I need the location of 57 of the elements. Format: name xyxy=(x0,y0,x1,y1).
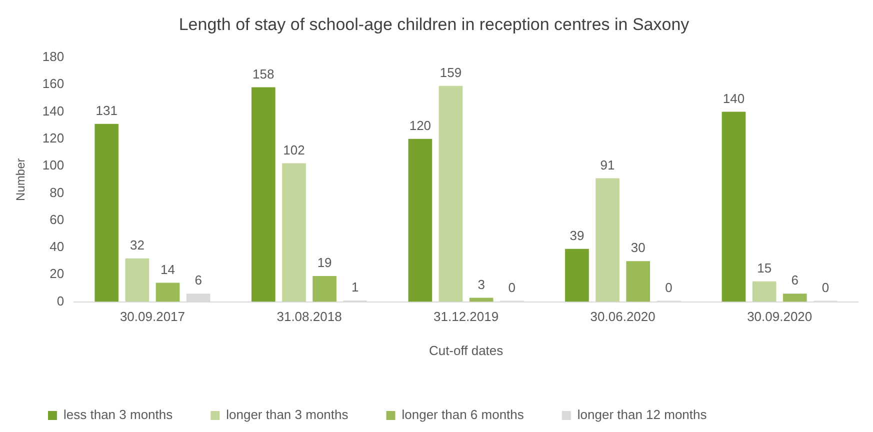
y-tick-label: 160 xyxy=(42,76,64,92)
data-label: 39 xyxy=(570,228,584,243)
data-label: 14 xyxy=(160,262,175,277)
legend-label: longer than 3 months xyxy=(226,407,349,422)
bar xyxy=(752,281,776,302)
y-tick-label: 0 xyxy=(56,293,64,308)
y-tick-label: 100 xyxy=(42,158,64,173)
x-tick-label: 30.06.2020 xyxy=(590,309,656,324)
data-label: 15 xyxy=(757,260,772,276)
y-tick-label: 180 xyxy=(42,48,64,64)
x-tick-label: 30.09.2020 xyxy=(747,309,812,324)
bar xyxy=(312,276,336,302)
bar xyxy=(469,298,494,302)
x-tick-label: 31.08.2018 xyxy=(276,309,342,324)
chart-title: Length of stay of school-age children in reception centres in Saxony xyxy=(178,14,690,34)
y-tick-label: 80 xyxy=(50,184,64,200)
data-label: 0 xyxy=(822,280,830,295)
y-tick-label: 20 xyxy=(50,266,64,282)
y-tick-label: 120 xyxy=(42,130,64,146)
bar xyxy=(722,112,746,302)
y-tick-label: 140 xyxy=(42,103,64,118)
bar xyxy=(782,294,807,302)
data-label: 159 xyxy=(440,64,462,80)
data-label: 140 xyxy=(722,90,745,106)
legend-label: longer than 6 months xyxy=(402,407,524,422)
data-label: 19 xyxy=(317,255,332,270)
bar xyxy=(596,178,620,302)
y-axis-title: Number xyxy=(14,158,28,201)
data-label: 32 xyxy=(130,237,144,252)
data-label: 30 xyxy=(630,240,646,256)
data-label: 1 xyxy=(352,280,359,295)
data-label: 0 xyxy=(665,280,672,295)
x-tick-label: 30.09.2017 xyxy=(120,309,186,324)
bar xyxy=(565,248,589,302)
data-label: 3 xyxy=(478,276,485,292)
x-axis-title: Cut-off dates xyxy=(428,342,504,358)
bar xyxy=(94,124,119,302)
y-tick-label: 60 xyxy=(50,212,64,227)
bar xyxy=(156,282,180,302)
data-label: 158 xyxy=(252,66,274,82)
bar xyxy=(626,261,650,302)
y-tick-label: 40 xyxy=(50,239,64,254)
bar xyxy=(125,258,150,302)
legend-label: less than 3 months xyxy=(64,407,174,422)
data-label: 131 xyxy=(96,103,118,118)
data-label: 102 xyxy=(283,142,305,158)
data-label: 6 xyxy=(791,272,799,288)
legend-label: longer than 12 months xyxy=(577,407,708,422)
x-tick-label: 31.12.2019 xyxy=(434,309,499,324)
bar xyxy=(438,86,463,302)
data-label: 0 xyxy=(508,280,516,295)
data-label: 6 xyxy=(194,272,202,288)
bar xyxy=(251,87,276,302)
data-label: 120 xyxy=(409,118,432,133)
bar xyxy=(282,163,306,302)
data-label: 91 xyxy=(600,157,615,172)
bar xyxy=(408,138,432,302)
